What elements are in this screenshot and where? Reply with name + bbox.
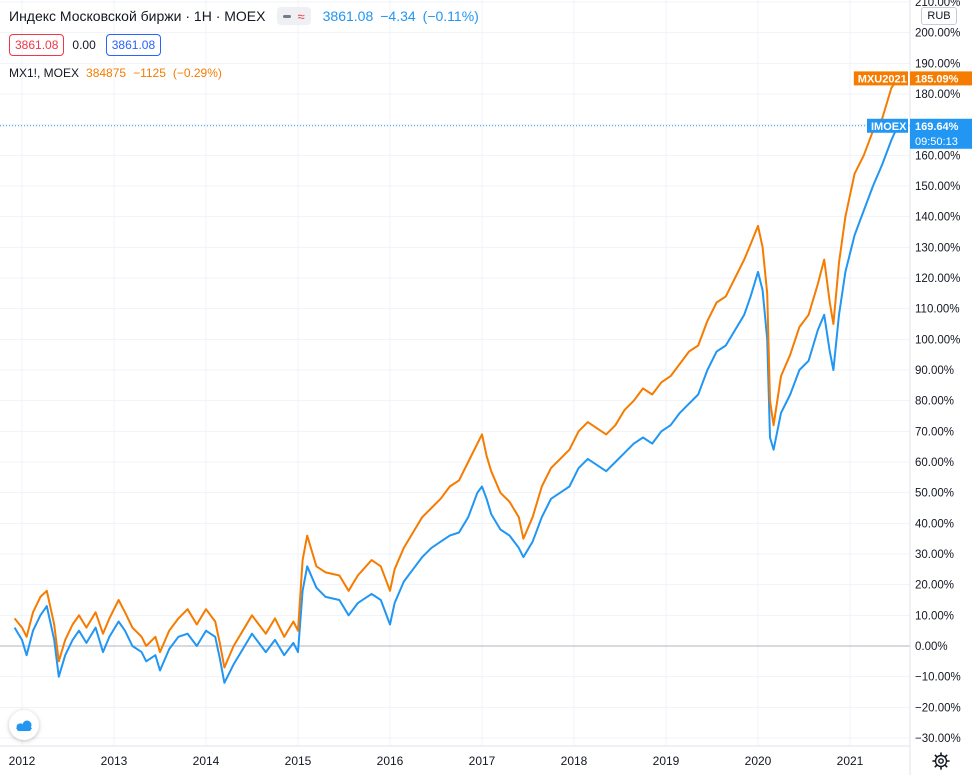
ask-price[interactable]: 3861.08 [105,34,162,56]
x-tick-label: 2021 [837,754,864,768]
y-tick-label: 50.00% [915,488,954,500]
price-label-value: 169.64% [915,121,959,133]
series-name-tag-bg [853,71,908,86]
x-tick-label: 2020 [745,754,772,768]
x-tick-label: 2017 [469,754,496,768]
y-tick-label: 210.00% [915,0,960,9]
price-label-value: 185.09% [915,73,959,85]
y-tick-label: 200.00% [915,28,960,40]
time-scale[interactable]: 2012 2013 2014 2015 2016 2017 2018 2019 2020 2021 [9,754,864,768]
bid-price[interactable]: 3861.08 [9,34,65,56]
y-tick-label: 140.00% [915,212,960,224]
price-label-bg [910,118,972,149]
price-scale[interactable]: 210.00%200.00%190.00%180.00%170.00%160.0… [915,0,961,745]
y-tick-label: 60.00% [915,457,954,469]
y-tick-label: 160.00% [915,150,960,162]
x-tick-label: 2013 [101,754,128,768]
x-tick-label: 2019 [653,754,680,768]
countdown-label: 09:50:13 [915,136,958,148]
y-tick-label: −10.00% [915,672,961,684]
y-tick-label: 10.00% [915,610,954,622]
y-tick-label: −20.00% [915,702,961,714]
y-tick-label: 120.00% [915,273,960,285]
compare-change: −1125 [133,66,166,80]
legend-bid-ask: 3861.08 0.00 3861.08 [9,34,169,56]
price-change-percent: (−0.11%) [422,8,479,24]
y-tick-label: 150.00% [915,181,960,193]
compare-last: 384875 [86,66,127,80]
y-tick-label: 100.00% [915,334,960,346]
series-name-tag: IMOEX [871,121,907,133]
y-tick-label: 80.00% [915,396,954,408]
minus-icon [283,14,292,18]
legend-compare: MX1!, MOEX 384875 −1125 (−0.29%) [9,66,222,80]
compare-change-percent: (−0.29%) [172,66,222,80]
y-tick-label: 130.00% [915,242,960,254]
y-tick-label: 20.00% [915,580,954,592]
y-tick-label: 70.00% [915,426,954,438]
y-tick-label: 190.00% [915,58,960,70]
legend-main: Индекс Московской биржи · 1Н · MOEX ≈ 38… [9,7,479,25]
price-label-bg [910,71,972,86]
compare-symbol[interactable]: MX1!, MOEX [9,66,80,80]
x-tick-label: 2014 [193,754,220,768]
y-tick-label: 0.00% [915,641,948,653]
series-line-imoex[interactable] [13,125,899,684]
spread-value: 0.00 [72,38,96,52]
last-price: 3861.08 [322,8,374,24]
settings-gear-icon[interactable] [930,750,952,772]
price-change: −4.34 [380,8,416,24]
series-line-mxu2021[interactable] [13,77,899,669]
chart-style-toggle[interactable]: ≈ [277,7,311,25]
x-tick-label: 2012 [9,754,36,768]
x-tick-label: 2016 [377,754,404,768]
symbol-title[interactable]: Индекс Московской биржи · 1Н · MOEX [9,8,266,24]
y-tick-label: 110.00% [915,304,960,316]
x-tick-label: 2018 [561,754,588,768]
y-tick-label: 40.00% [915,518,954,530]
cloud-logo-icon [16,720,32,731]
x-tick-label: 2015 [285,754,312,768]
wave-icon: ≈ [297,8,305,24]
y-tick-label: 180.00% [915,89,960,101]
y-tick-label: −30.00% [915,733,961,745]
series-name-tag-bg [867,118,908,133]
series-name-tag: MXU2021 [858,73,907,85]
currency-button[interactable]: RUB [921,7,957,25]
tradingview-logo[interactable] [9,710,39,740]
y-tick-label: 30.00% [915,549,954,561]
y-tick-label: 90.00% [915,365,954,377]
